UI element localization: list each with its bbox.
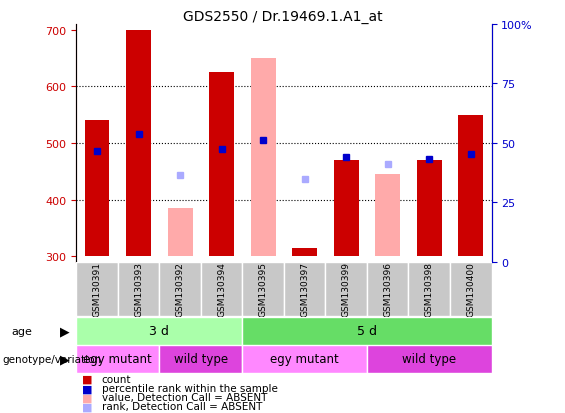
Bar xyxy=(450,262,492,316)
Text: 3 d: 3 d xyxy=(149,324,169,337)
Text: GSM130396: GSM130396 xyxy=(383,262,392,316)
Bar xyxy=(201,262,242,316)
Text: ■: ■ xyxy=(82,374,93,384)
Text: GSM130399: GSM130399 xyxy=(342,262,351,316)
Text: GDS2550 / Dr.19469.1.A1_at: GDS2550 / Dr.19469.1.A1_at xyxy=(182,10,383,24)
Text: ▶: ▶ xyxy=(60,352,70,366)
Text: GSM130394: GSM130394 xyxy=(217,262,226,316)
Bar xyxy=(242,345,367,373)
Bar xyxy=(76,317,242,345)
Text: value, Detection Call = ABSENT: value, Detection Call = ABSENT xyxy=(102,392,267,402)
Bar xyxy=(76,345,159,373)
Text: GSM130397: GSM130397 xyxy=(300,262,309,316)
Bar xyxy=(325,262,367,316)
Text: wild type: wild type xyxy=(174,352,228,366)
Bar xyxy=(242,262,284,316)
Bar xyxy=(367,345,492,373)
Text: GSM130395: GSM130395 xyxy=(259,262,268,316)
Text: GSM130398: GSM130398 xyxy=(425,262,434,316)
Bar xyxy=(334,161,359,256)
Bar xyxy=(251,59,276,256)
Text: genotype/variation: genotype/variation xyxy=(3,354,102,364)
Text: count: count xyxy=(102,374,131,384)
Bar xyxy=(85,121,110,256)
Bar xyxy=(118,262,159,316)
Text: GSM130392: GSM130392 xyxy=(176,262,185,316)
Text: ■: ■ xyxy=(82,401,93,411)
Text: rank, Detection Call = ABSENT: rank, Detection Call = ABSENT xyxy=(102,401,262,411)
Text: percentile rank within the sample: percentile rank within the sample xyxy=(102,383,277,393)
Bar xyxy=(209,73,234,256)
Bar xyxy=(292,248,317,256)
Text: ■: ■ xyxy=(82,392,93,402)
Bar xyxy=(126,31,151,256)
Text: egy mutant: egy mutant xyxy=(84,352,152,366)
Text: ■: ■ xyxy=(82,383,93,393)
Text: GSM130400: GSM130400 xyxy=(466,262,475,316)
Text: age: age xyxy=(11,326,32,336)
Bar xyxy=(458,115,483,256)
Bar xyxy=(159,345,242,373)
Bar xyxy=(159,262,201,316)
Text: ▶: ▶ xyxy=(60,324,70,337)
Bar xyxy=(417,161,442,256)
Bar xyxy=(408,262,450,316)
Text: wild type: wild type xyxy=(402,352,457,366)
Text: GSM130391: GSM130391 xyxy=(93,262,102,316)
Text: egy mutant: egy mutant xyxy=(270,352,339,366)
Text: GSM130393: GSM130393 xyxy=(134,262,143,316)
Bar xyxy=(168,209,193,256)
Bar xyxy=(367,262,408,316)
Text: 5 d: 5 d xyxy=(357,324,377,337)
Bar xyxy=(76,262,118,316)
Bar xyxy=(242,317,492,345)
Bar xyxy=(284,262,325,316)
Bar xyxy=(375,175,400,256)
